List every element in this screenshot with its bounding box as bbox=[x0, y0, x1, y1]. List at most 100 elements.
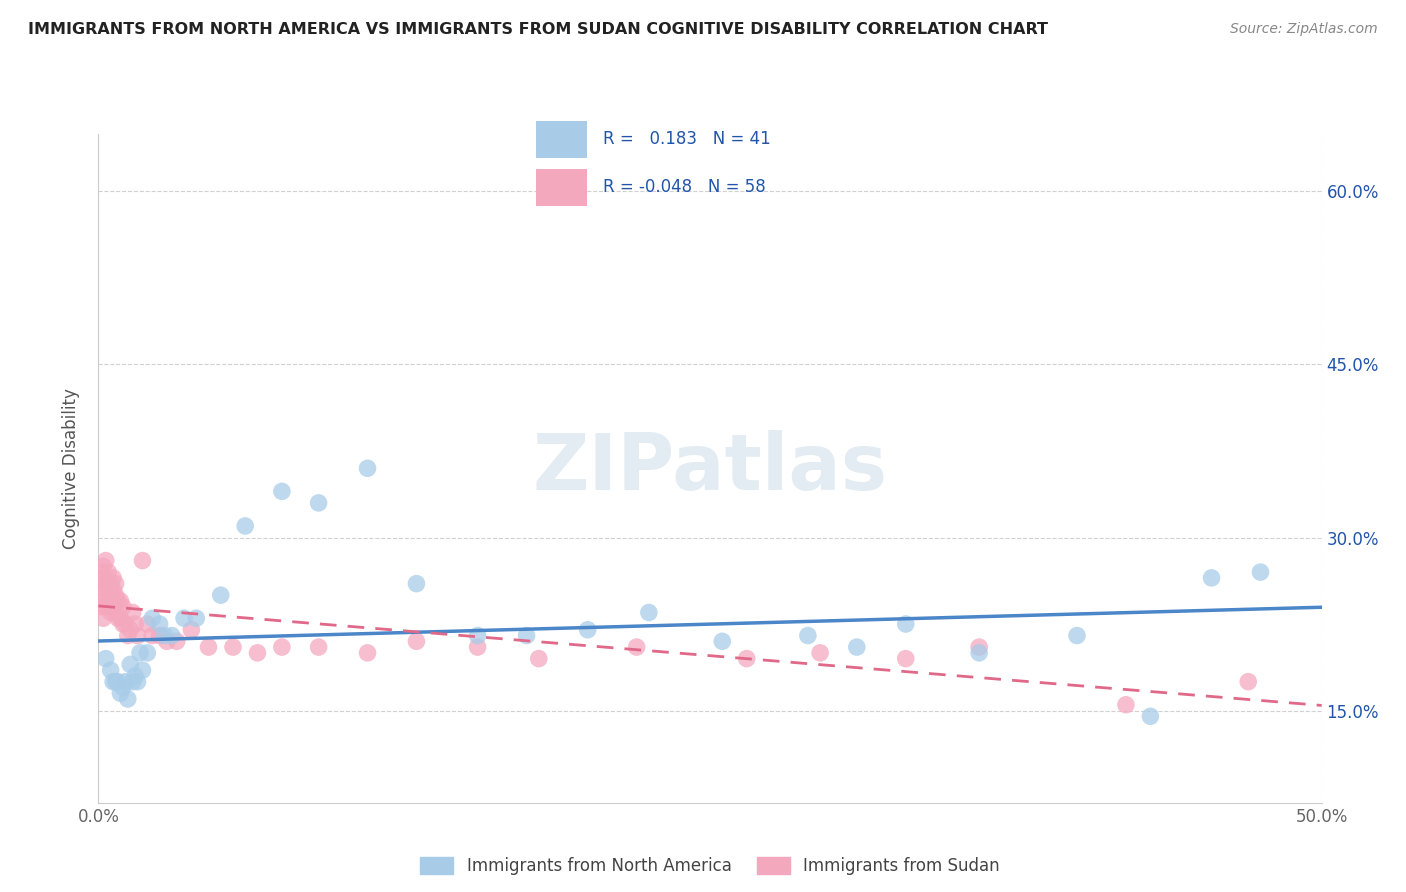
Text: Source: ZipAtlas.com: Source: ZipAtlas.com bbox=[1230, 22, 1378, 37]
Point bbox=[107, 594, 129, 608]
Point bbox=[356, 461, 378, 475]
Point bbox=[153, 629, 176, 643]
Point bbox=[197, 640, 219, 654]
Point bbox=[101, 571, 124, 585]
Point bbox=[735, 651, 758, 665]
Point bbox=[100, 663, 122, 677]
Point bbox=[127, 629, 149, 643]
Point bbox=[356, 646, 378, 660]
Point bbox=[101, 599, 124, 614]
Point bbox=[94, 582, 117, 597]
Point bbox=[967, 640, 990, 654]
Point bbox=[527, 651, 550, 665]
Point bbox=[131, 553, 153, 567]
Point bbox=[136, 617, 159, 632]
Point bbox=[576, 623, 599, 637]
Point bbox=[120, 657, 142, 672]
Point bbox=[91, 611, 114, 625]
Point bbox=[308, 496, 330, 510]
Point bbox=[94, 571, 117, 585]
Text: ZIPatlas: ZIPatlas bbox=[533, 430, 887, 507]
Point bbox=[1139, 709, 1161, 723]
Point bbox=[111, 599, 134, 614]
Point bbox=[173, 611, 195, 625]
Point bbox=[97, 594, 120, 608]
Point bbox=[626, 640, 648, 654]
Point bbox=[1066, 629, 1088, 643]
Point bbox=[515, 629, 537, 643]
Point bbox=[1201, 571, 1223, 585]
Point bbox=[94, 599, 117, 614]
Point bbox=[967, 646, 990, 660]
Point bbox=[110, 611, 132, 625]
Point bbox=[141, 629, 163, 643]
Point bbox=[129, 646, 152, 660]
Point bbox=[100, 606, 122, 620]
Point bbox=[104, 606, 127, 620]
Point bbox=[270, 484, 294, 499]
Point bbox=[91, 576, 114, 591]
Point bbox=[94, 651, 117, 665]
Legend: Immigrants from North America, Immigrants from Sudan: Immigrants from North America, Immigrant… bbox=[413, 850, 1007, 881]
Point bbox=[467, 629, 489, 643]
Point bbox=[1249, 565, 1271, 579]
Point bbox=[124, 617, 146, 632]
FancyBboxPatch shape bbox=[536, 169, 588, 206]
Point bbox=[894, 651, 917, 665]
Point bbox=[405, 634, 427, 648]
Point bbox=[111, 617, 134, 632]
Point bbox=[149, 629, 172, 643]
Point bbox=[120, 623, 142, 637]
Point bbox=[90, 582, 112, 597]
Point bbox=[180, 623, 202, 637]
Point bbox=[638, 606, 661, 620]
Point bbox=[797, 629, 820, 643]
Point bbox=[94, 553, 117, 567]
Point bbox=[845, 640, 868, 654]
Point bbox=[107, 674, 129, 689]
Point bbox=[100, 588, 122, 602]
Point bbox=[131, 663, 153, 677]
Point bbox=[127, 674, 149, 689]
Point bbox=[111, 681, 134, 695]
Point bbox=[711, 634, 734, 648]
Point bbox=[166, 634, 188, 648]
Point bbox=[156, 634, 179, 648]
Point bbox=[114, 674, 136, 689]
Point bbox=[405, 576, 427, 591]
Point bbox=[90, 565, 112, 579]
Point bbox=[136, 646, 159, 660]
Point bbox=[808, 646, 831, 660]
Point bbox=[124, 669, 146, 683]
Point bbox=[104, 588, 127, 602]
Text: R =   0.183   N = 41: R = 0.183 N = 41 bbox=[603, 130, 770, 148]
Point bbox=[222, 640, 245, 654]
Point bbox=[90, 599, 112, 614]
FancyBboxPatch shape bbox=[536, 120, 588, 158]
Point bbox=[233, 519, 256, 533]
Point bbox=[91, 594, 114, 608]
Point bbox=[308, 640, 330, 654]
Point bbox=[186, 611, 208, 625]
Point bbox=[1115, 698, 1137, 712]
Point bbox=[104, 674, 127, 689]
Point bbox=[467, 640, 489, 654]
Point bbox=[101, 674, 124, 689]
Point bbox=[160, 629, 183, 643]
Point bbox=[107, 611, 129, 625]
Point bbox=[110, 594, 132, 608]
Point bbox=[91, 559, 114, 574]
Point bbox=[246, 646, 269, 660]
Point bbox=[101, 582, 124, 597]
Point bbox=[110, 686, 132, 700]
Point bbox=[114, 617, 136, 632]
Point bbox=[97, 565, 120, 579]
Y-axis label: Cognitive Disability: Cognitive Disability bbox=[62, 388, 80, 549]
Point bbox=[100, 576, 122, 591]
Point bbox=[121, 606, 143, 620]
Point bbox=[141, 611, 163, 625]
Point bbox=[209, 588, 232, 602]
Point bbox=[117, 692, 139, 706]
Text: IMMIGRANTS FROM NORTH AMERICA VS IMMIGRANTS FROM SUDAN COGNITIVE DISABILITY CORR: IMMIGRANTS FROM NORTH AMERICA VS IMMIGRA… bbox=[28, 22, 1047, 37]
Point bbox=[1237, 674, 1260, 689]
